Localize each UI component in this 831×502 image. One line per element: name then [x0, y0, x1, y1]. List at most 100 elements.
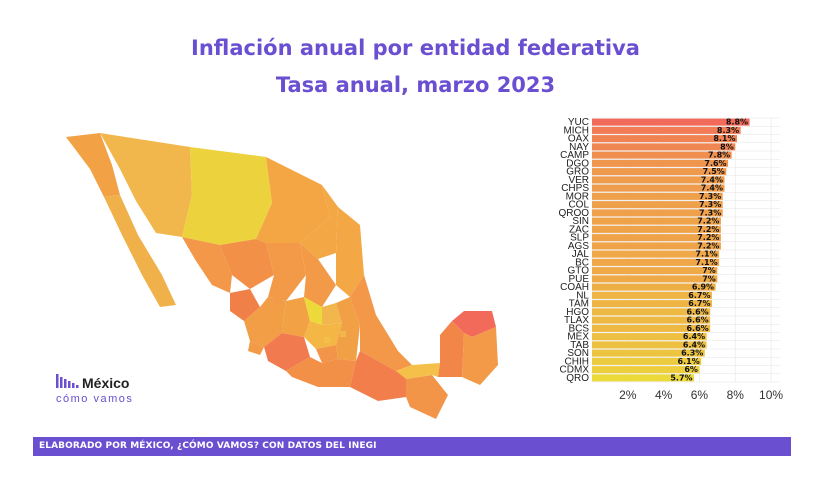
category-label: VER — [568, 175, 589, 186]
bar — [592, 192, 723, 200]
map-state-tab — [396, 363, 440, 379]
data-label: 6% — [684, 365, 698, 374]
bar — [592, 267, 718, 275]
bar — [592, 366, 700, 374]
bar — [592, 217, 721, 225]
category-label: AGS — [568, 241, 589, 252]
category-label: CHPS — [561, 183, 589, 194]
data-label: 8.3% — [717, 126, 739, 135]
data-label: 6.7% — [688, 291, 710, 300]
category-label: HGO — [566, 307, 589, 318]
map-state-yuc — [452, 311, 496, 337]
data-label: 6.3% — [681, 349, 703, 358]
chart-title: Inflación anual por entidad federativa — [191, 36, 640, 60]
bar — [592, 316, 711, 324]
data-label: 5.7% — [670, 373, 692, 382]
data-label: 6.6% — [686, 324, 708, 333]
data-label: 6.6% — [686, 316, 708, 325]
data-label: 7.3% — [699, 192, 721, 201]
bar — [592, 308, 711, 316]
map-state-cdmx — [324, 337, 330, 343]
data-label: 6.6% — [686, 307, 708, 316]
bar — [592, 234, 721, 242]
category-label: SLP — [570, 233, 589, 244]
category-label: BC — [575, 257, 589, 268]
category-label: OAX — [568, 134, 589, 145]
category-label: NAY — [569, 142, 589, 153]
data-label: 7% — [702, 266, 716, 275]
bar — [592, 283, 716, 291]
data-label: 7.2% — [697, 225, 719, 234]
data-label: 7.2% — [697, 241, 719, 250]
mexico-como-vamos-logo: México cómo vamos — [56, 374, 133, 405]
category-label: MICH — [563, 125, 589, 136]
category-label: TLAX — [564, 315, 589, 326]
map-state-son — [100, 133, 192, 237]
map-state-zac — [266, 243, 306, 301]
map-state-dgo — [220, 239, 274, 289]
x-tick-label: 8% — [727, 388, 745, 402]
bar — [592, 250, 720, 258]
bar — [592, 258, 720, 266]
data-label: 6.1% — [678, 357, 700, 366]
map-state-mor — [316, 345, 338, 363]
map-state-jal — [244, 297, 286, 347]
bar — [592, 324, 711, 332]
category-label: TAM — [569, 299, 589, 310]
logo-text-mexico: México — [82, 375, 129, 391]
bar — [592, 176, 725, 184]
category-label: YUC — [568, 117, 589, 128]
category-label: PUE — [568, 274, 589, 285]
category-label: MEX — [567, 332, 589, 343]
bar — [592, 349, 705, 357]
category-label: DGO — [566, 158, 589, 169]
bar — [592, 275, 718, 283]
data-label: 7.8% — [708, 151, 730, 160]
footer-credit: ELABORADO POR MÉXICO, ¿CÓMO VAMOS? CON D… — [39, 441, 377, 451]
category-label: ZAC — [569, 224, 589, 235]
map-state-pue — [336, 297, 360, 361]
map-state-gto — [282, 297, 310, 337]
map-state-gro — [286, 357, 356, 387]
map-state-coah — [256, 157, 330, 243]
data-label: 6.4% — [683, 332, 705, 341]
map-state-bc — [66, 133, 120, 197]
map-state-mich — [264, 333, 310, 371]
data-label: 7.2% — [697, 233, 719, 242]
bar — [592, 209, 723, 217]
x-tick-label: 10% — [759, 388, 783, 402]
map-state-chih — [182, 147, 272, 245]
category-label: CAMP — [560, 150, 589, 161]
map-state-ver — [350, 275, 412, 371]
bar — [592, 184, 725, 192]
map-state-bcs — [104, 195, 176, 307]
map-state-mex — [304, 321, 342, 349]
map-state-sin — [182, 237, 232, 293]
category-label: GRO — [566, 167, 589, 178]
data-label: 7.1% — [695, 250, 717, 259]
bar — [592, 333, 707, 341]
category-label: MOR — [566, 191, 589, 202]
data-label: 8% — [720, 142, 734, 151]
data-label: 7.5% — [703, 167, 725, 176]
bar — [592, 135, 738, 143]
chart-subtitle: Tasa anual, marzo 2023 — [275, 73, 556, 97]
map-state-oax — [350, 351, 408, 401]
bar-chart: YUC 8.8% MICH 8.3% OAX 8.1% NAY 8% CAMP 7.8% DGO 7.… — [558, 117, 783, 402]
x-tick-label: 2% — [619, 388, 637, 402]
data-label: 7.1% — [695, 258, 717, 267]
category-label: COL — [568, 200, 589, 211]
logo-text-como-vamos: cómo vamos — [56, 393, 133, 405]
x-tick-label: 6% — [691, 388, 709, 402]
category-label: TAB — [570, 340, 589, 351]
map-state-qroo — [462, 327, 498, 385]
category-label: SON — [567, 348, 589, 359]
bar — [592, 225, 721, 233]
category-label: SIN — [572, 216, 589, 227]
footer-bar: ELABORADO POR MÉXICO, ¿CÓMO VAMOS? CON D… — [33, 437, 791, 456]
bar — [592, 374, 695, 382]
mexico-map — [66, 133, 498, 419]
bar — [592, 143, 736, 151]
category-label: NL — [576, 290, 589, 301]
map-state-chps — [406, 375, 448, 419]
